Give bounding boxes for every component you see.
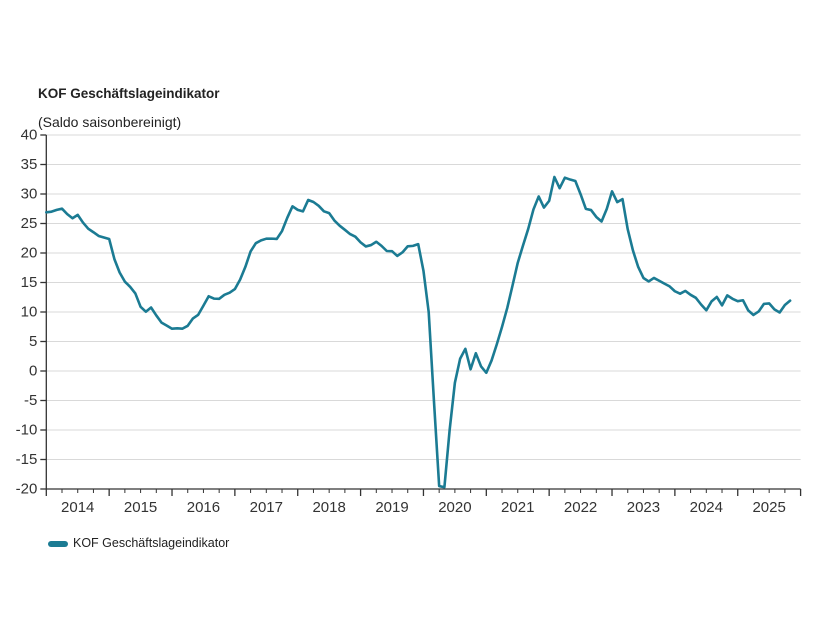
svg-text:-15: -15 xyxy=(16,451,38,468)
svg-text:2020: 2020 xyxy=(438,499,471,516)
svg-text:35: 35 xyxy=(21,156,38,173)
svg-text:2015: 2015 xyxy=(124,499,157,516)
svg-text:2016: 2016 xyxy=(187,499,220,516)
svg-text:-20: -20 xyxy=(16,481,38,498)
svg-text:5: 5 xyxy=(29,333,37,350)
svg-text:2021: 2021 xyxy=(501,499,534,516)
svg-text:0: 0 xyxy=(29,363,37,380)
svg-text:2018: 2018 xyxy=(312,499,345,516)
svg-text:40: 40 xyxy=(21,127,38,144)
svg-text:2023: 2023 xyxy=(627,499,660,516)
svg-text:25: 25 xyxy=(21,215,38,232)
svg-text:2017: 2017 xyxy=(250,499,283,516)
svg-text:2025: 2025 xyxy=(752,499,785,516)
svg-text:15: 15 xyxy=(21,274,38,291)
svg-text:2014: 2014 xyxy=(61,499,94,516)
svg-text:2022: 2022 xyxy=(564,499,597,516)
svg-text:10: 10 xyxy=(21,304,38,321)
svg-text:30: 30 xyxy=(21,186,38,203)
svg-text:-10: -10 xyxy=(16,422,38,439)
svg-text:2024: 2024 xyxy=(690,499,723,516)
svg-text:20: 20 xyxy=(21,245,38,262)
svg-text:2019: 2019 xyxy=(375,499,408,516)
svg-text:-5: -5 xyxy=(24,392,37,409)
